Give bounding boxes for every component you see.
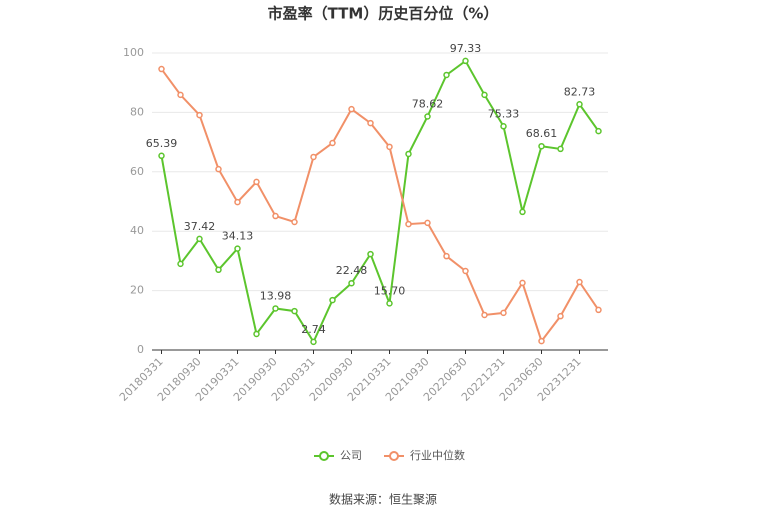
point: [177, 91, 184, 99]
legend-label: 公司: [340, 449, 362, 462]
point: [310, 153, 317, 161]
series-line: [160, 59, 600, 344]
point: [405, 150, 412, 158]
point: [462, 267, 469, 275]
point: [481, 311, 488, 319]
point: [595, 306, 602, 314]
point: [158, 152, 165, 160]
point: [424, 219, 431, 227]
point: [443, 71, 450, 79]
point: [348, 105, 355, 113]
point: [538, 142, 545, 150]
point: [329, 139, 336, 147]
data-label: 97.33: [450, 42, 482, 55]
data-label: 15.70: [374, 284, 406, 297]
point: [272, 305, 279, 312]
data-label: 65.39: [146, 137, 178, 150]
point: [348, 279, 355, 287]
point: [557, 145, 564, 153]
data-label: 75.33: [488, 107, 520, 120]
data-label: 37.42: [184, 220, 216, 233]
data-label: 68.61: [526, 127, 558, 140]
point: [576, 278, 583, 286]
y-tick-label: 60: [130, 165, 144, 178]
point: [196, 235, 203, 243]
point: [538, 337, 545, 345]
point: [557, 312, 564, 320]
point: [519, 279, 526, 287]
y-tick-label: 20: [130, 284, 144, 297]
data-label: 2.74: [301, 323, 326, 336]
y-tick-label: 0: [137, 343, 144, 356]
point: [215, 165, 222, 173]
point: [443, 252, 450, 260]
point: [576, 101, 583, 108]
point: [215, 266, 222, 274]
legend-label: 行业中位数: [410, 448, 465, 462]
legend-marker: [389, 451, 399, 461]
point: [462, 57, 469, 65]
point: [481, 91, 488, 99]
point: [500, 309, 507, 317]
point: [234, 198, 241, 206]
point: [386, 300, 393, 307]
series-line: [160, 68, 600, 344]
point: [310, 338, 317, 346]
point: [519, 208, 526, 216]
point: [291, 218, 298, 226]
point: [595, 127, 602, 135]
data-label: 78.62: [412, 97, 444, 110]
point: [253, 178, 260, 186]
point: [386, 143, 393, 151]
data-label: 22.48: [336, 264, 368, 277]
data-label: 34.13: [222, 230, 254, 243]
point: [500, 123, 507, 130]
data-label: 13.98: [260, 289, 292, 302]
point: [291, 307, 298, 315]
point: [158, 65, 165, 73]
y-tick-label: 100: [123, 46, 144, 59]
point: [253, 330, 260, 338]
point: [367, 119, 374, 127]
point: [405, 220, 412, 228]
point: [177, 260, 184, 268]
point: [367, 250, 374, 258]
chart-title: 市盈率（TTM）历史百分位（%）: [268, 5, 499, 23]
y-tick-label: 80: [130, 105, 144, 118]
point: [424, 113, 431, 120]
point: [196, 111, 203, 119]
legend-marker: [319, 451, 329, 461]
point: [234, 245, 241, 252]
point: [329, 296, 336, 304]
source: 数据来源：恒生聚源: [329, 492, 437, 507]
data-label: 82.73: [564, 85, 596, 98]
point: [272, 212, 279, 220]
y-tick-label: 40: [130, 224, 144, 237]
